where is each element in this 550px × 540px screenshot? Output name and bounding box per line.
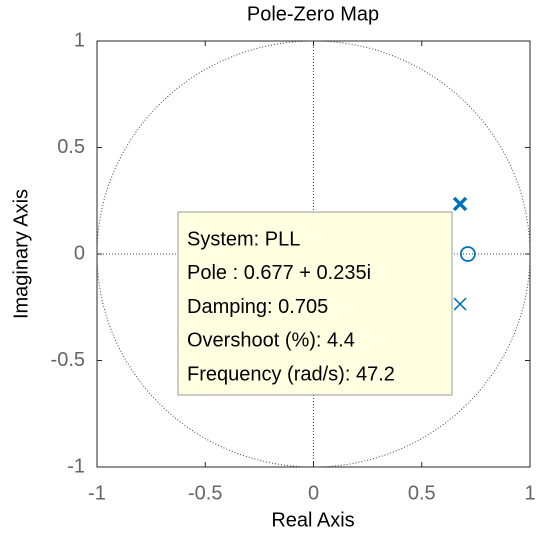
datatip-line: Overshoot (%): 4.4 [187, 330, 355, 352]
datatip-line: System: PLL [187, 228, 300, 250]
y-axis-label: Imaginary Axis [10, 189, 32, 319]
chart-title: Pole-Zero Map [247, 3, 379, 25]
zero-marker [459, 246, 476, 262]
y-tick-label: 0.5 [57, 136, 85, 158]
pole-marker [453, 297, 467, 311]
pole-marker [452, 196, 468, 212]
x-tick-label: 0 [308, 482, 319, 504]
y-tick-label: 0 [74, 242, 85, 264]
datatip-box [177, 211, 453, 396]
x-tick-label: 1 [524, 482, 535, 504]
y-tick-label: -0.5 [51, 349, 85, 371]
datatip-line: Damping: 0.705 [187, 296, 328, 318]
x-tick-label: -0.5 [188, 482, 222, 504]
y-tick-label: 1 [74, 29, 85, 51]
datatip-line: Frequency (rad/s): 47.2 [187, 363, 395, 385]
x-axis-label: Real Axis [271, 509, 354, 531]
datatip-line: Pole : 0.677 + 0.235i [187, 262, 371, 284]
x-tick-label: -1 [88, 482, 106, 504]
x-tick-label: 0.5 [408, 482, 436, 504]
y-tick-label: -1 [67, 455, 85, 477]
